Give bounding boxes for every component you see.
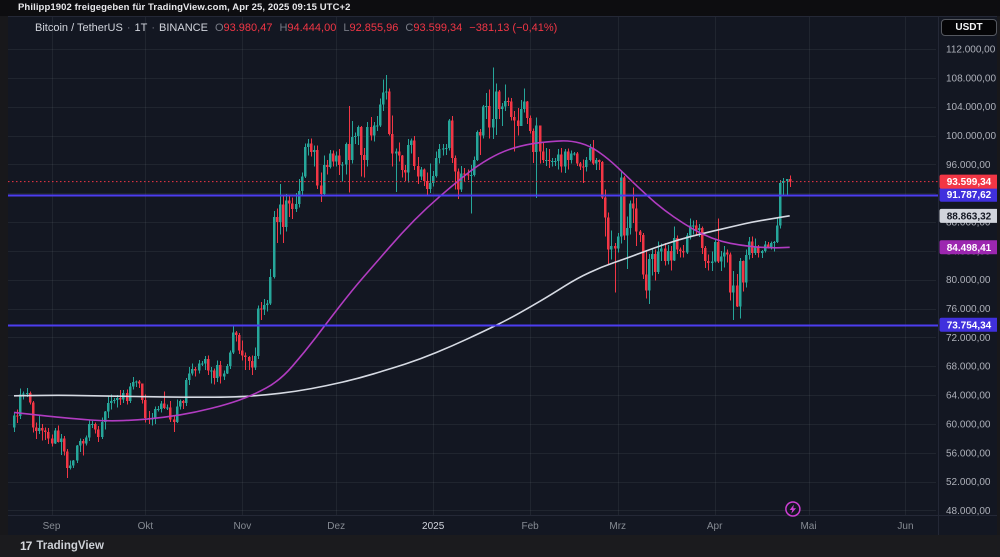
svg-text:76.000,00: 76.000,00 (946, 304, 991, 315)
svg-text:Dez: Dez (327, 521, 345, 532)
svg-text:80.000,00: 80.000,00 (946, 275, 991, 286)
svg-text:84.498,41: 84.498,41 (947, 243, 992, 254)
svg-text:60.000,00: 60.000,00 (946, 419, 991, 430)
svg-text:88.863,32: 88.863,32 (947, 211, 992, 222)
interval-value[interactable]: 1T (134, 22, 148, 34)
level-price-badge: 91.787,62 (939, 187, 999, 202)
ma50-line (13, 140, 790, 422)
open-label: O (214, 22, 224, 34)
close-label: C (405, 22, 414, 34)
price-axis[interactable]: 112.000,00 108.000,00 104.000,00 100.000,00… (946, 45, 996, 517)
svg-text:Feb: Feb (522, 521, 540, 532)
legend-separator: · (151, 22, 156, 34)
exchange-name: BINANCE (159, 22, 208, 34)
symbol-legend[interactable]: Bitcoin / TetherUS · 1T · BINANCE O93.980,47 H… (35, 20, 557, 36)
share-attribution-banner: Philipp1902 freigegeben für TradingView.… (0, 0, 1000, 16)
svg-text:68.000,00: 68.000,00 (946, 362, 991, 373)
svg-text:52.000,00: 52.000,00 (946, 477, 991, 488)
svg-text:Apr: Apr (707, 521, 723, 532)
horizontal-level-lines[interactable] (8, 194, 938, 327)
high-label: H (279, 22, 288, 34)
ma50-price-badge: 84.498,41 (939, 240, 999, 255)
close-value: 93.599,34 (413, 22, 463, 34)
svg-text:72.000,00: 72.000,00 (946, 333, 991, 344)
svg-text:Nov: Nov (233, 521, 251, 532)
svg-text:91.787,62: 91.787,62 (947, 190, 992, 201)
legend-separator: · (126, 22, 131, 34)
svg-text:96.000,00: 96.000,00 (946, 160, 991, 171)
ma200-price-badge: 88.863,32 (939, 208, 999, 223)
svg-text:Mai: Mai (800, 521, 816, 532)
svg-text:Jun: Jun (897, 521, 913, 532)
time-axis[interactable]: Sep Okt Nov Dez 2025 Feb Mrz Apr Mai Jun (43, 521, 914, 532)
tradingview-wordmark: TradingView (36, 540, 104, 552)
low-value: 92.855,96 (349, 22, 399, 34)
level-price-badge: 73.754,34 (939, 317, 999, 332)
ma200-line (13, 215, 790, 399)
svg-text:104.000,00: 104.000,00 (946, 102, 996, 113)
footer-bar: 17 TradingView (0, 535, 1000, 557)
high-value: 94.444,00 (287, 22, 337, 34)
symbol-name[interactable]: Bitcoin / TetherUS (35, 22, 123, 34)
low-label: L (343, 22, 350, 34)
svg-text:108.000,00: 108.000,00 (946, 73, 996, 84)
right-edge-strip (997, 16, 1000, 535)
svg-text:93.599,34: 93.599,34 (947, 177, 992, 188)
svg-text:100.000,00: 100.000,00 (946, 131, 996, 142)
svg-text:48.000,00: 48.000,00 (946, 506, 991, 517)
svg-text:56.000,00: 56.000,00 (946, 448, 991, 459)
change-value: −381,13 (−0,41%) (469, 22, 558, 34)
svg-text:64.000,00: 64.000,00 (946, 391, 991, 402)
tradingview-logo-icon: 17 (20, 539, 32, 553)
svg-text:Mrz: Mrz (609, 521, 626, 532)
svg-text:112.000,00: 112.000,00 (946, 45, 996, 56)
svg-text:Sep: Sep (43, 521, 61, 532)
svg-text:Okt: Okt (138, 521, 154, 532)
candles-layer[interactable] (13, 67, 792, 478)
last-price-badge: 93.599,34 (939, 174, 999, 189)
grid-lines (8, 17, 936, 515)
svg-text:2025: 2025 (422, 521, 445, 532)
svg-text:73.754,34: 73.754,34 (947, 320, 992, 331)
currency-toggle-button[interactable]: USDT (941, 19, 997, 36)
axis-borders (0, 16, 1000, 535)
open-value: 93.980,47 (223, 22, 273, 34)
left-edge-strip (0, 16, 8, 535)
svg-text:88.000,00: 88.000,00 (946, 218, 991, 229)
tradingview-logo[interactable]: 17 TradingView (20, 539, 104, 553)
flash-event-icon[interactable] (785, 501, 801, 517)
